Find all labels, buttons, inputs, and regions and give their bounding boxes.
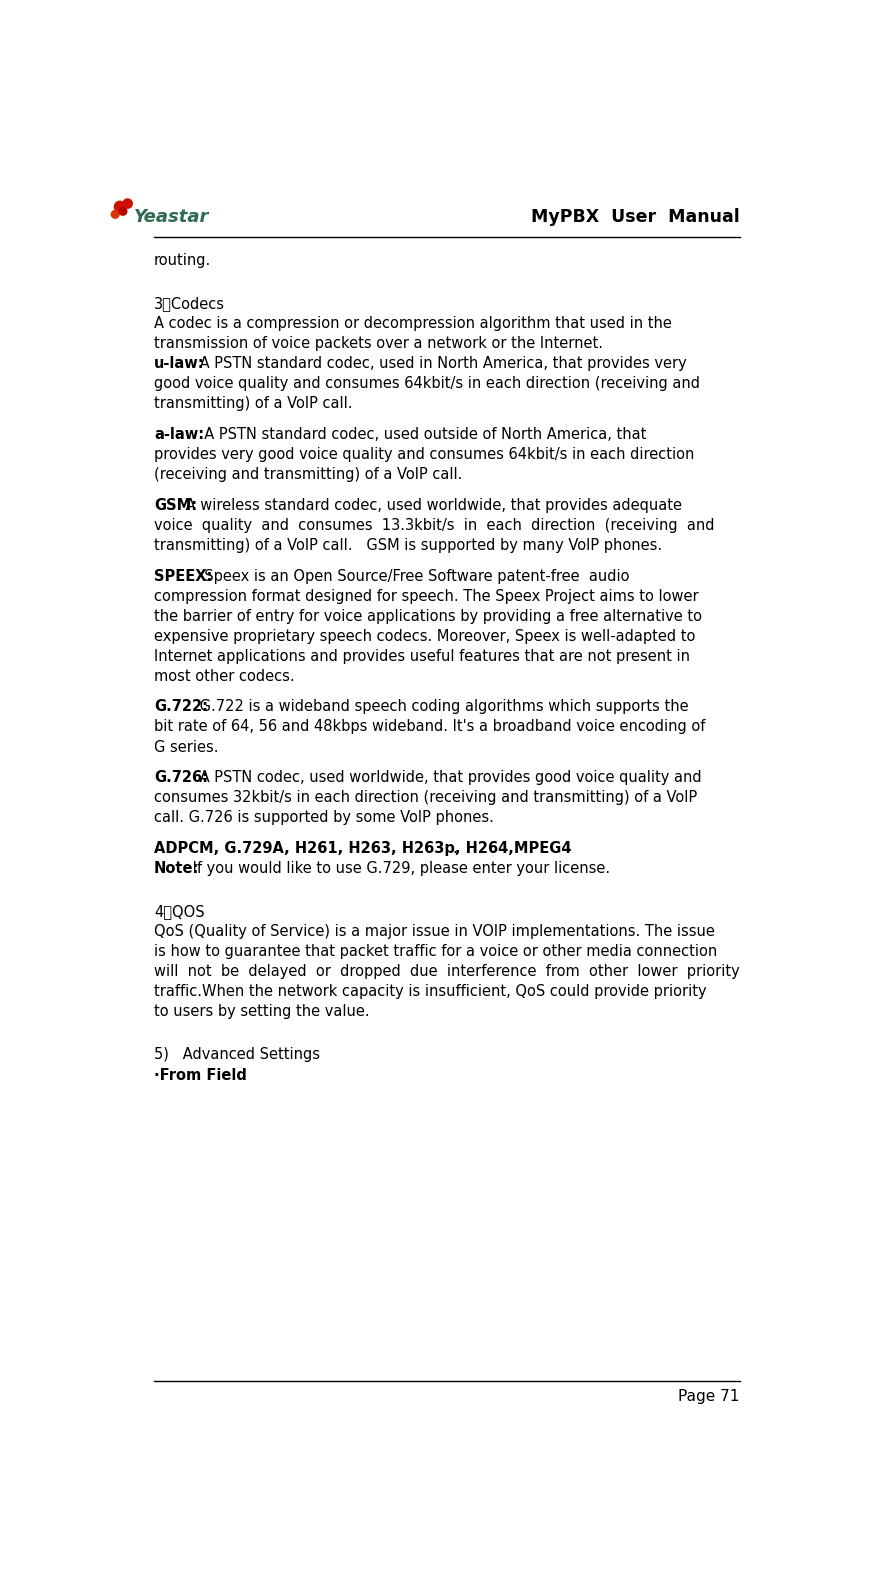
Text: QoS (Quality of Service) is a major issue in VOIP implementations. The issue: QoS (Quality of Service) is a major issu…: [154, 925, 715, 939]
Text: a-law:: a-law:: [154, 427, 204, 441]
Text: Note:: Note:: [154, 862, 200, 876]
Text: If you would like to use G.729, please enter your license.: If you would like to use G.729, please e…: [187, 862, 610, 876]
Text: most other codecs.: most other codecs.: [154, 669, 295, 683]
Circle shape: [114, 201, 126, 212]
Text: Yeastar: Yeastar: [133, 207, 209, 226]
Text: G.726:: G.726:: [154, 770, 208, 786]
Text: A PSTN codec, used worldwide, that provides good voice quality and: A PSTN codec, used worldwide, that provi…: [194, 770, 701, 786]
Circle shape: [119, 207, 126, 215]
Text: Speex is an Open Source/Free Software patent-free  audio: Speex is an Open Source/Free Software pa…: [194, 569, 629, 583]
Text: will  not  be  delayed  or  dropped  due  interference  from  other  lower  prio: will not be delayed or dropped due inter…: [154, 964, 739, 979]
Text: transmitting) of a VoIP call.   GSM is supported by many VoIP phones.: transmitting) of a VoIP call. GSM is sup…: [154, 538, 662, 553]
Text: provides very good voice quality and consumes 64kbit/s in each direction: provides very good voice quality and con…: [154, 447, 694, 462]
Text: compression format designed for speech. The Speex Project aims to lower: compression format designed for speech. …: [154, 588, 698, 604]
Text: Page 71: Page 71: [678, 1388, 739, 1404]
Text: transmitting) of a VoIP call.: transmitting) of a VoIP call.: [154, 397, 352, 411]
Text: bit rate of 64, 56 and 48kbps wideband. It's a broadband voice encoding of: bit rate of 64, 56 and 48kbps wideband. …: [154, 719, 705, 735]
Text: voice  quality  and  consumes  13.3kbit/s  in  each  direction  (receiving  and: voice quality and consumes 13.3kbit/s in…: [154, 517, 714, 533]
Text: A PSTN standard codec, used outside of North America, that: A PSTN standard codec, used outside of N…: [194, 427, 646, 441]
Text: Internet applications and provides useful features that are not present in: Internet applications and provides usefu…: [154, 648, 690, 664]
Text: 3）Codecs: 3）Codecs: [154, 296, 225, 311]
Text: GSM:: GSM:: [154, 498, 197, 512]
Text: routing.: routing.: [154, 253, 211, 267]
Text: good voice quality and consumes 64kbit/s in each direction (receiving and: good voice quality and consumes 64kbit/s…: [154, 376, 700, 391]
Text: A PSTN standard codec, used in North America, that provides very: A PSTN standard codec, used in North Ame…: [194, 356, 686, 372]
Text: ·From Field: ·From Field: [154, 1067, 247, 1083]
Text: is how to guarantee that packet traffic for a voice or other media connection: is how to guarantee that packet traffic …: [154, 944, 717, 960]
Text: transmission of voice packets over a network or the Internet.: transmission of voice packets over a net…: [154, 337, 603, 351]
Text: the barrier of entry for voice applications by providing a free alternative to: the barrier of entry for voice applicati…: [154, 609, 702, 623]
Text: A codec is a compression or decompression algorithm that used in the: A codec is a compression or decompressio…: [154, 316, 671, 330]
Text: consumes 32kbit/s in each direction (receiving and transmitting) of a VoIP: consumes 32kbit/s in each direction (rec…: [154, 790, 698, 805]
Text: G.722 is a wideband speech coding algorithms which supports the: G.722 is a wideband speech coding algori…: [194, 699, 688, 715]
Text: u-law:: u-law:: [154, 356, 205, 372]
Circle shape: [123, 199, 133, 209]
Text: call. G.726 is supported by some VoIP phones.: call. G.726 is supported by some VoIP ph…: [154, 811, 494, 825]
Circle shape: [112, 210, 119, 218]
Text: .: .: [453, 841, 457, 857]
Text: expensive proprietary speech codecs. Moreover, Speex is well-adapted to: expensive proprietary speech codecs. Mor…: [154, 629, 695, 643]
Text: SPEEX:: SPEEX:: [154, 569, 212, 583]
Text: (receiving and transmitting) of a VoIP call.: (receiving and transmitting) of a VoIP c…: [154, 466, 462, 482]
Text: MyPBX  User  Manual: MyPBX User Manual: [531, 207, 739, 226]
Text: 5)   Advanced Settings: 5) Advanced Settings: [154, 1048, 320, 1062]
Text: ADPCM, G.729A, H261, H263, H263p, H264,MPEG4: ADPCM, G.729A, H261, H263, H263p, H264,M…: [154, 841, 571, 857]
Text: to users by setting the value.: to users by setting the value.: [154, 1004, 370, 1020]
Text: G series.: G series.: [154, 740, 219, 754]
Text: 4）QOS: 4）QOS: [154, 904, 205, 919]
Text: G.722:: G.722:: [154, 699, 208, 715]
Text: A wireless standard codec, used worldwide, that provides adequate: A wireless standard codec, used worldwid…: [181, 498, 682, 512]
Text: traffic.When the network capacity is insufficient, QoS could provide priority: traffic.When the network capacity is ins…: [154, 985, 706, 999]
